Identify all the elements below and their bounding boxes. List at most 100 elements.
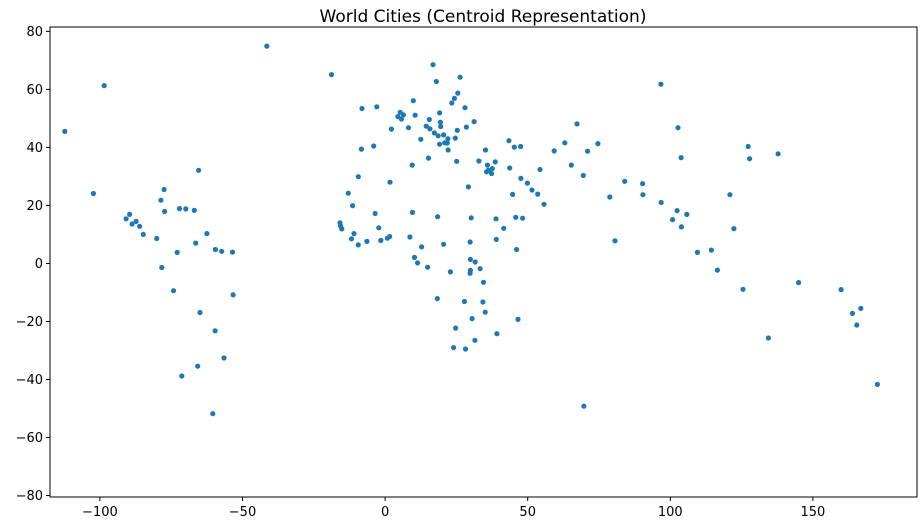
city-point [345,190,351,196]
city-point [858,305,864,311]
city-point [494,331,500,337]
city-point [568,162,574,168]
city-point [507,165,513,171]
city-point [674,208,680,214]
city-point [444,140,450,146]
city-point [622,178,628,184]
city-point [412,112,418,118]
city-point [506,138,512,144]
city-point [410,98,416,104]
city-point [179,373,185,379]
city-point [451,95,457,101]
city-point [427,126,433,132]
city-point [454,158,460,164]
city-point [133,218,139,224]
city-point [338,223,344,229]
city-point [398,116,404,122]
city-point [514,246,520,253]
city-point [437,119,443,125]
city-point [210,411,216,417]
city-point [328,72,335,78]
city-point [437,141,443,147]
city-point [264,43,270,49]
x-tick-label: −50 [229,505,256,520]
city-point [123,216,129,222]
city-point [612,238,618,244]
city-point [765,335,772,341]
city-point [472,337,478,343]
y-axis: −80 −60 −40 −20 0 20 40 60 80 [16,25,50,504]
city-point [484,162,491,168]
city-point [430,62,436,68]
city-point [195,363,201,369]
city-point [849,310,856,316]
city-point [515,316,521,322]
city-point [431,130,437,136]
city-point [425,155,432,161]
y-tick-label: −60 [16,431,43,446]
city-point [140,231,146,237]
city-point [684,211,690,217]
x-axis: −100 −50 0 50 100 150 [82,497,825,520]
city-point [447,269,453,275]
city-point [708,247,715,253]
city-point [355,242,361,248]
x-tick-label: 50 [519,505,536,520]
city-point [581,403,587,409]
city-point [351,231,357,237]
city-point [176,206,183,212]
city-point [434,296,440,302]
city-point [445,147,451,153]
city-point [535,191,541,197]
city-point [467,256,473,262]
city-point [480,299,486,305]
city-point [580,172,586,179]
city-point [493,216,499,222]
city-point [197,309,203,316]
city-point [585,148,591,154]
city-point [489,166,495,172]
points-layer [62,43,881,417]
city-point [219,248,225,254]
city-point [482,147,489,153]
city-point [437,110,443,116]
city-point [731,226,737,232]
city-point [492,159,498,165]
city-point [838,287,844,293]
city-point [174,249,180,255]
city-point [196,167,202,173]
city-point [158,197,164,203]
city-point [513,214,519,220]
city-point [482,309,488,315]
city-point [405,125,412,131]
city-point [678,155,684,161]
city-point [451,345,457,351]
city-point [423,123,429,129]
plot-area [49,26,918,498]
city-point [425,264,431,270]
chart-title: World Cities (Centroid Representation) [320,7,647,27]
city-point [230,292,236,298]
city-point [874,381,881,387]
city-point [511,144,517,150]
city-point [675,125,681,131]
city-point [350,203,356,209]
city-point [775,151,781,157]
city-point [529,187,535,193]
city-point [407,234,413,240]
city-point [658,199,664,206]
city-point [387,233,393,240]
city-point [411,254,418,260]
city-point [191,207,197,213]
city-point [509,191,516,197]
city-point [62,128,68,134]
city-point [183,206,189,212]
city-point [469,316,475,322]
city-point [441,132,447,138]
y-tick-label: −40 [16,373,43,388]
city-point [137,223,143,229]
city-point [485,167,491,173]
city-point [607,194,613,200]
city-point [374,104,380,110]
